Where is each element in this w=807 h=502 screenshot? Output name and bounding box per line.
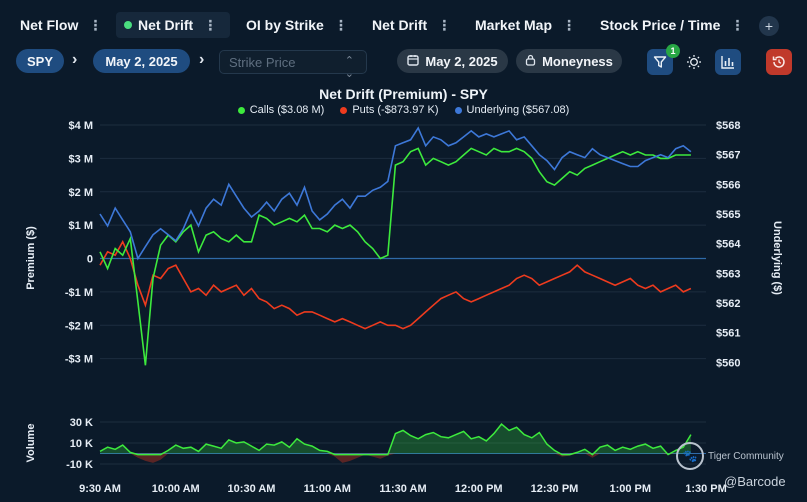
tab-stock-price-time[interactable]: Stock Price / Time ⋮ [592,12,751,38]
tab-label: Net Flow [20,17,79,33]
reset-icon [772,56,785,68]
volume-tick-label: 30 K [70,417,93,429]
legend-underlying-label: Underlying ($567.08) [466,104,570,116]
updown-chevron-icon: ⌃ ⌄ [344,55,354,80]
chart-settings-icon [721,56,734,69]
tab-label: Stock Price / Time [600,17,721,33]
x-tick-label: 10:00 AM [152,483,200,495]
y2-tick-label: $563 [716,268,740,280]
y2-tick-label: $562 [716,298,740,310]
add-tab-button[interactable]: + [759,16,779,36]
legend-calls[interactable]: Calls ($3.08 M) [237,104,325,116]
lightbulb-icon [687,55,701,69]
tab-bar: Net Flow ⋮ Net Drift ⋮ OI by Strike ⋮ Ne… [0,0,807,46]
kebab-menu-icon[interactable]: ⋮ [437,16,451,33]
chevron-right-icon: › [199,51,205,68]
moneyness-button[interactable]: Moneyness [516,49,622,73]
ticker-pill[interactable]: SPY [16,49,64,73]
y-tick-label: $1 M [69,220,93,232]
legend-puts[interactable]: Puts (-$873.97 K) [340,104,439,116]
series-line-underlying [99,126,692,261]
filter-icon [653,56,667,68]
moneyness-label: Moneyness [542,53,613,69]
author-handle: @Barcode [724,474,786,489]
tab-net-flow[interactable]: Net Flow ⋮ [12,12,109,38]
date-pill[interactable]: May 2, 2025 [93,49,190,73]
date-picker-label: May 2, 2025 [425,53,498,69]
chart-settings-button[interactable] [715,49,741,75]
series-line-puts [99,240,692,330]
y2-tick-label: $561 [716,328,740,340]
x-tick-label: 11:00 AM [304,483,351,495]
y-axis-label: Premium ($) [25,226,37,290]
legend-puts-swatch [340,106,348,114]
tab-label: Net Drift [372,17,428,33]
y-tick-label: -$2 M [65,320,93,332]
x-tick-label: 9:30 AM [79,483,121,495]
chart-plot[interactable]: $4 M $3 M $2 M $1 M 0 -$1 M -$2 M -$3 M $568 $567… [0,80,807,502]
calendar-icon [407,54,420,69]
chevron-right-icon: › [72,51,78,68]
y-tick-label: $3 M [69,153,93,165]
y2-tick-label: $568 [716,120,740,132]
volume-tick-label: -10 K [66,459,93,471]
y-tick-label: -$3 M [65,354,93,366]
legend-underlying[interactable]: Underlying ($567.08) [454,104,570,116]
y2-tick-label: $564 [716,239,741,251]
reset-button[interactable] [766,49,792,75]
x-tick-label: 12:00 PM [455,483,503,495]
x-tick-label: 1:00 PM [609,483,651,495]
y-tick-label: $2 M [69,187,93,199]
chart-legend: Calls ($3.08 M) Puts (-$873.97 K) Underl… [0,104,807,116]
kebab-menu-icon[interactable]: ⋮ [203,16,217,33]
net-drift-chart: Net Drift (Premium) - SPY Calls ($3.08 M… [0,80,807,502]
volume-axis-label: Volume [25,424,37,463]
y2-tick-label: $566 [716,179,740,191]
y-tick-label: 0 [87,254,93,266]
volume-line [99,423,692,456]
tab-label: OI by Strike [246,17,324,33]
lightbulb-button[interactable] [681,49,707,75]
strike-price-placeholder: Strike Price [229,54,296,70]
strike-price-select[interactable]: Strike Price ⌃ ⌄ [219,50,367,80]
tab-label: Market Map [475,17,553,33]
legend-puts-label: Puts (-$873.97 K) [352,104,439,116]
y2-tick-label: $565 [716,209,740,221]
tab-net-drift-active[interactable]: Net Drift ⋮ [116,12,230,38]
kebab-menu-icon[interactable]: ⋮ [88,16,102,33]
volume-negative-area [100,453,691,463]
x-tick-label: 1:30 PM [685,483,727,495]
chart-title: Net Drift (Premium) - SPY [319,86,488,102]
tab-market-map[interactable]: Market Map ⋮ [467,12,583,38]
legend-calls-swatch [237,106,245,114]
tab-label: Net Drift [138,17,194,33]
y2-tick-label: $567 [716,150,740,162]
y-tick-label: $4 M [69,120,93,132]
filter-count-badge: 1 [666,44,680,58]
y2-tick-label: $560 [716,357,740,369]
date-picker-button[interactable]: May 2, 2025 [397,49,508,73]
x-tick-label: 10:30 AM [228,483,276,495]
x-tick-label: 12:30 PM [531,483,579,495]
legend-calls-label: Calls ($3.08 M) [249,104,325,116]
kebab-menu-icon[interactable]: ⋮ [333,16,348,33]
x-tick-label: 11:30 AM [379,483,426,495]
y2-axis-label: Underlying ($) [771,221,783,295]
volume-positive-area [100,424,691,454]
volume-tick-label: 10 K [70,438,93,450]
active-dot-icon [124,21,132,29]
tab-net-drift-2[interactable]: Net Drift ⋮ [364,12,458,38]
tab-oi-by-strike[interactable]: OI by Strike ⋮ [238,12,355,38]
y-tick-label: -$1 M [65,287,93,299]
kebab-menu-icon[interactable]: ⋮ [562,16,576,33]
kebab-menu-icon[interactable]: ⋮ [730,16,744,33]
lock-icon [525,54,536,69]
legend-underlying-swatch [454,106,462,114]
watermark: 🐾 Tiger Community [676,442,784,470]
series-line-calls [99,147,691,366]
watermark-text: Tiger Community [708,450,784,462]
tiger-logo-icon: 🐾 [676,442,704,470]
